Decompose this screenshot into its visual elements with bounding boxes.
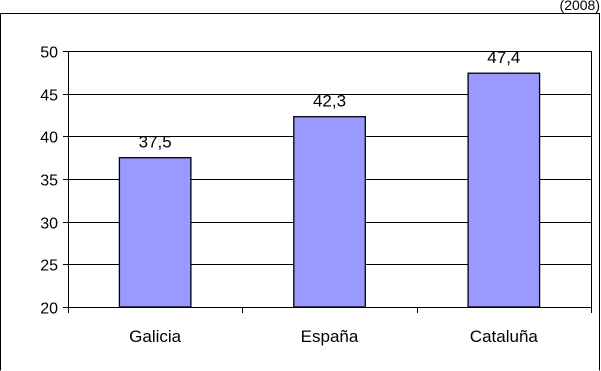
bars <box>118 72 541 308</box>
chart-border <box>0 13 600 371</box>
x-tick-label: España <box>301 327 359 346</box>
data-label: 47,4 <box>487 48 520 67</box>
y-tick-label: 30 <box>40 216 58 233</box>
y-tick-label: 25 <box>40 258 58 275</box>
y-tick-label: 20 <box>40 301 58 318</box>
bar-cataluña <box>467 72 541 308</box>
x-tick-label: Galicia <box>129 327 182 346</box>
x-tick-label: Cataluña <box>470 327 539 346</box>
y-tick-label: 50 <box>40 45 58 62</box>
data-label: 42,3 <box>313 92 346 111</box>
labels: 20 25 30 35 40 45 50 37,5 Galicia 42,3 España 47,4 C… <box>40 45 538 347</box>
y-tick-label: 35 <box>40 173 58 190</box>
y-tick-label: 45 <box>40 88 58 105</box>
bar-españa <box>293 116 366 308</box>
bar-galicia <box>118 157 192 308</box>
corner-text: (2008) <box>560 0 600 13</box>
y-tick-label: 40 <box>40 130 58 147</box>
data-label: 37,5 <box>139 133 172 152</box>
